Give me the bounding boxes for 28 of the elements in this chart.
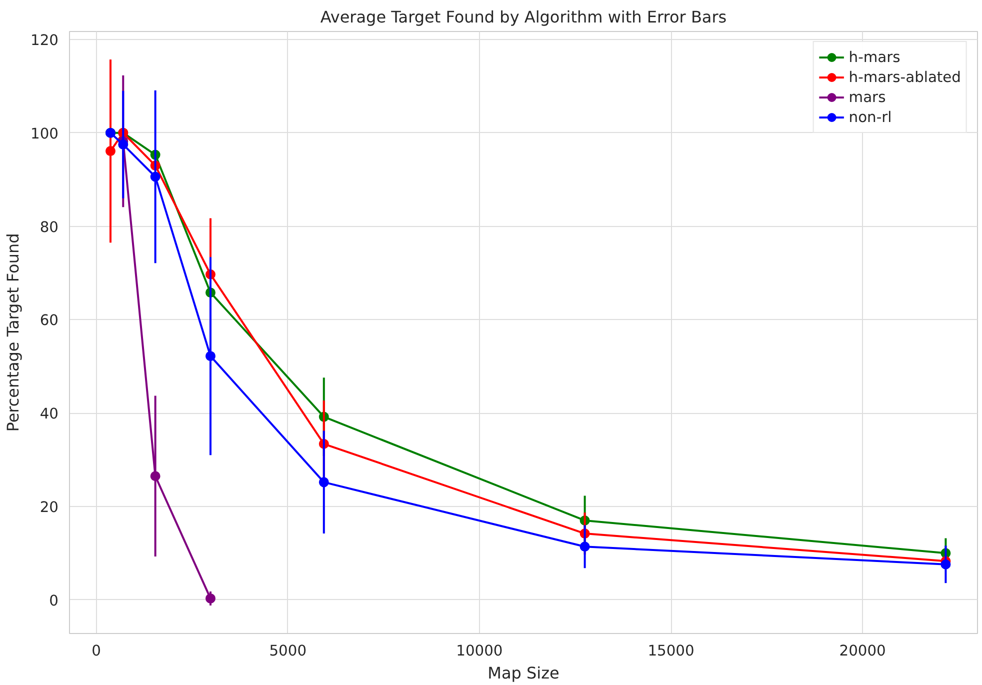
point [205, 593, 216, 604]
legend-label: h-mars [848, 48, 900, 66]
y-tick-label: 60 [40, 312, 59, 330]
legend-label: mars [848, 88, 886, 106]
legend-label: h-mars-ablated [848, 68, 961, 86]
x-tick-label: 20000 [839, 642, 886, 660]
point [118, 140, 128, 150]
y-tick-label: 100 [30, 125, 59, 142]
y-axis-title: Percentage Target Found [4, 233, 23, 432]
point [580, 542, 590, 552]
point [150, 172, 160, 182]
point [150, 471, 160, 482]
legend-label: non-rl [848, 108, 892, 126]
x-tick-label: 15000 [648, 642, 694, 660]
point [205, 351, 216, 362]
x-axis-title: Map Size [488, 664, 560, 682]
y-tick-label: 120 [30, 32, 59, 49]
y-tick-label: 20 [40, 498, 59, 516]
point [318, 477, 329, 488]
point [940, 559, 951, 570]
y-tick-label: 80 [40, 218, 59, 236]
point [105, 146, 116, 156]
y-tick-label: 0 [49, 592, 59, 610]
x-tick-label: 5000 [269, 642, 307, 660]
x-tick-label: 10000 [456, 642, 503, 660]
chart-title: Average Target Found by Algorithm with Error Bars [320, 8, 727, 26]
x-tick-label: 0 [92, 642, 101, 660]
y-tick-label: 40 [40, 406, 59, 423]
